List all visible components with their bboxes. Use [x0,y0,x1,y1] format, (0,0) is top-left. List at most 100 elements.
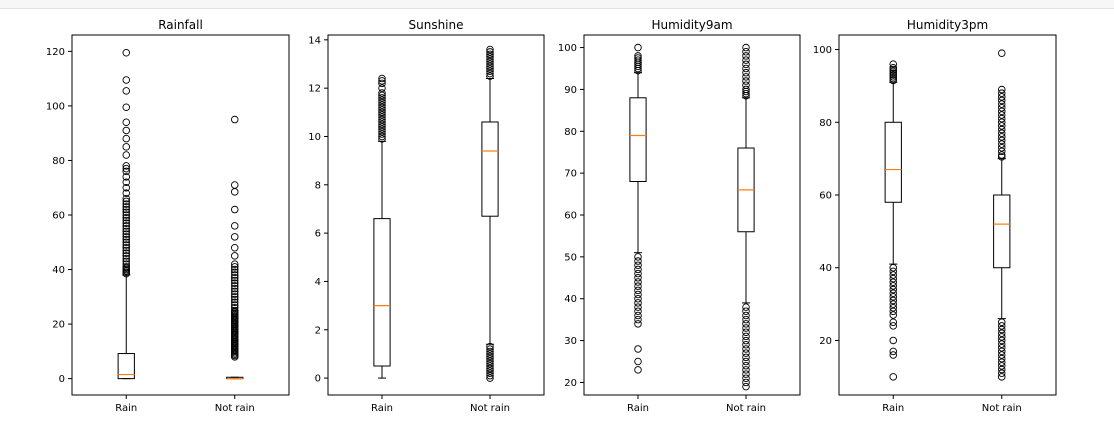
outlier-point [889,60,898,68]
outlier-point [742,357,750,366]
outlier-point [122,167,130,176]
outlier-point [634,56,642,64]
outlier-point [122,230,130,238]
axes-frame [327,34,545,396]
outlier-point [889,278,898,287]
outlier-point [122,219,130,227]
outlier-point [742,56,750,64]
y-tick-label: 8 [315,180,321,191]
outlier-point [998,100,1006,108]
y-tick-label: 60 [819,191,832,202]
outlier-point [634,253,642,261]
axes-frame [583,34,801,396]
outlier-point [634,278,642,286]
outlier-point [378,118,386,126]
y-tick-label: 2 [315,325,321,336]
outlier-point [486,65,494,73]
iqr-box [373,218,391,367]
outlier-point [486,350,494,358]
y-tick-label: 60 [52,211,65,222]
outlier-point [634,357,642,366]
outlier-point [889,76,898,85]
outlier-point [889,289,898,297]
y-tick-label: 100 [813,45,832,56]
outlier-point [378,84,386,92]
outlier-point [486,52,494,61]
outlier-point [486,45,494,54]
outlier-point [889,63,898,72]
outlier-point [122,126,130,135]
outlier-point [486,369,494,378]
outlier-point [230,295,239,304]
outlier-point [998,343,1006,352]
outlier-point [230,301,239,309]
y-tick-label: 20 [564,378,577,389]
outlier-point [998,322,1006,330]
outlier-point [230,252,239,260]
y-tick-label: 0 [315,374,321,385]
outlier-point [230,260,239,268]
y-tick-label: 12 [308,84,321,95]
outlier-point [634,52,642,60]
outlier-point [889,351,898,359]
outlier-point [230,233,239,241]
outlier-point [486,69,494,78]
outlier-point [122,263,130,271]
y-tick-label: 40 [564,294,577,305]
outlier-point [998,147,1006,156]
outlier-point [998,329,1006,337]
outlier-point [889,373,898,381]
outlier-point [378,135,386,143]
outlier-point [486,345,494,353]
outlier-point [742,307,750,316]
outlier-point [122,205,130,214]
outlier-point [230,279,239,287]
outlier-point [742,336,750,345]
outlier-point [230,115,239,124]
y-tick-label: 20 [819,336,832,347]
outlier-point [742,378,750,387]
outlier-point [122,216,130,225]
outlier-point [486,62,494,71]
outlier-point [634,320,642,328]
outlier-point [998,151,1006,159]
outlier-point [998,333,1006,341]
x-tick-label: Rain [627,403,649,414]
outlier-point [889,303,898,312]
outlier-point [378,125,386,133]
outlier-point [486,57,494,66]
iqr-box [117,353,135,380]
outlier-point [998,93,1006,101]
outlier-point [742,349,750,357]
x-tick-label: Rain [882,403,904,414]
outlier-point [122,200,130,208]
outlier-point [122,48,130,57]
outlier-point [486,367,494,375]
outlier-point [889,282,898,290]
outlier-point [378,96,386,104]
outlier-point [998,143,1006,152]
outlier-point [378,113,386,121]
outlier-point [486,55,494,63]
chart-title: Humidity3pm [907,18,988,32]
outlier-point [889,274,898,283]
outlier-point [998,125,1006,134]
outlier-point [122,194,130,203]
outlier-point [378,110,386,119]
outlier-point [378,106,386,114]
chart-title: Rainfall [158,18,203,32]
outlier-point [742,345,750,353]
outlier-point [998,362,1006,370]
outlier-point [889,293,898,301]
y-tick-label: 14 [308,35,321,46]
outlier-point [889,318,898,327]
outlier-point [998,351,1006,359]
outlier-point [122,173,130,181]
outlier-point [486,50,494,59]
outlier-point [486,359,494,368]
y-tick-label: 20 [52,320,65,331]
outlier-point [486,342,494,351]
outlier-point [486,371,494,380]
outlier-point [998,96,1006,105]
outlier-point [378,127,386,136]
